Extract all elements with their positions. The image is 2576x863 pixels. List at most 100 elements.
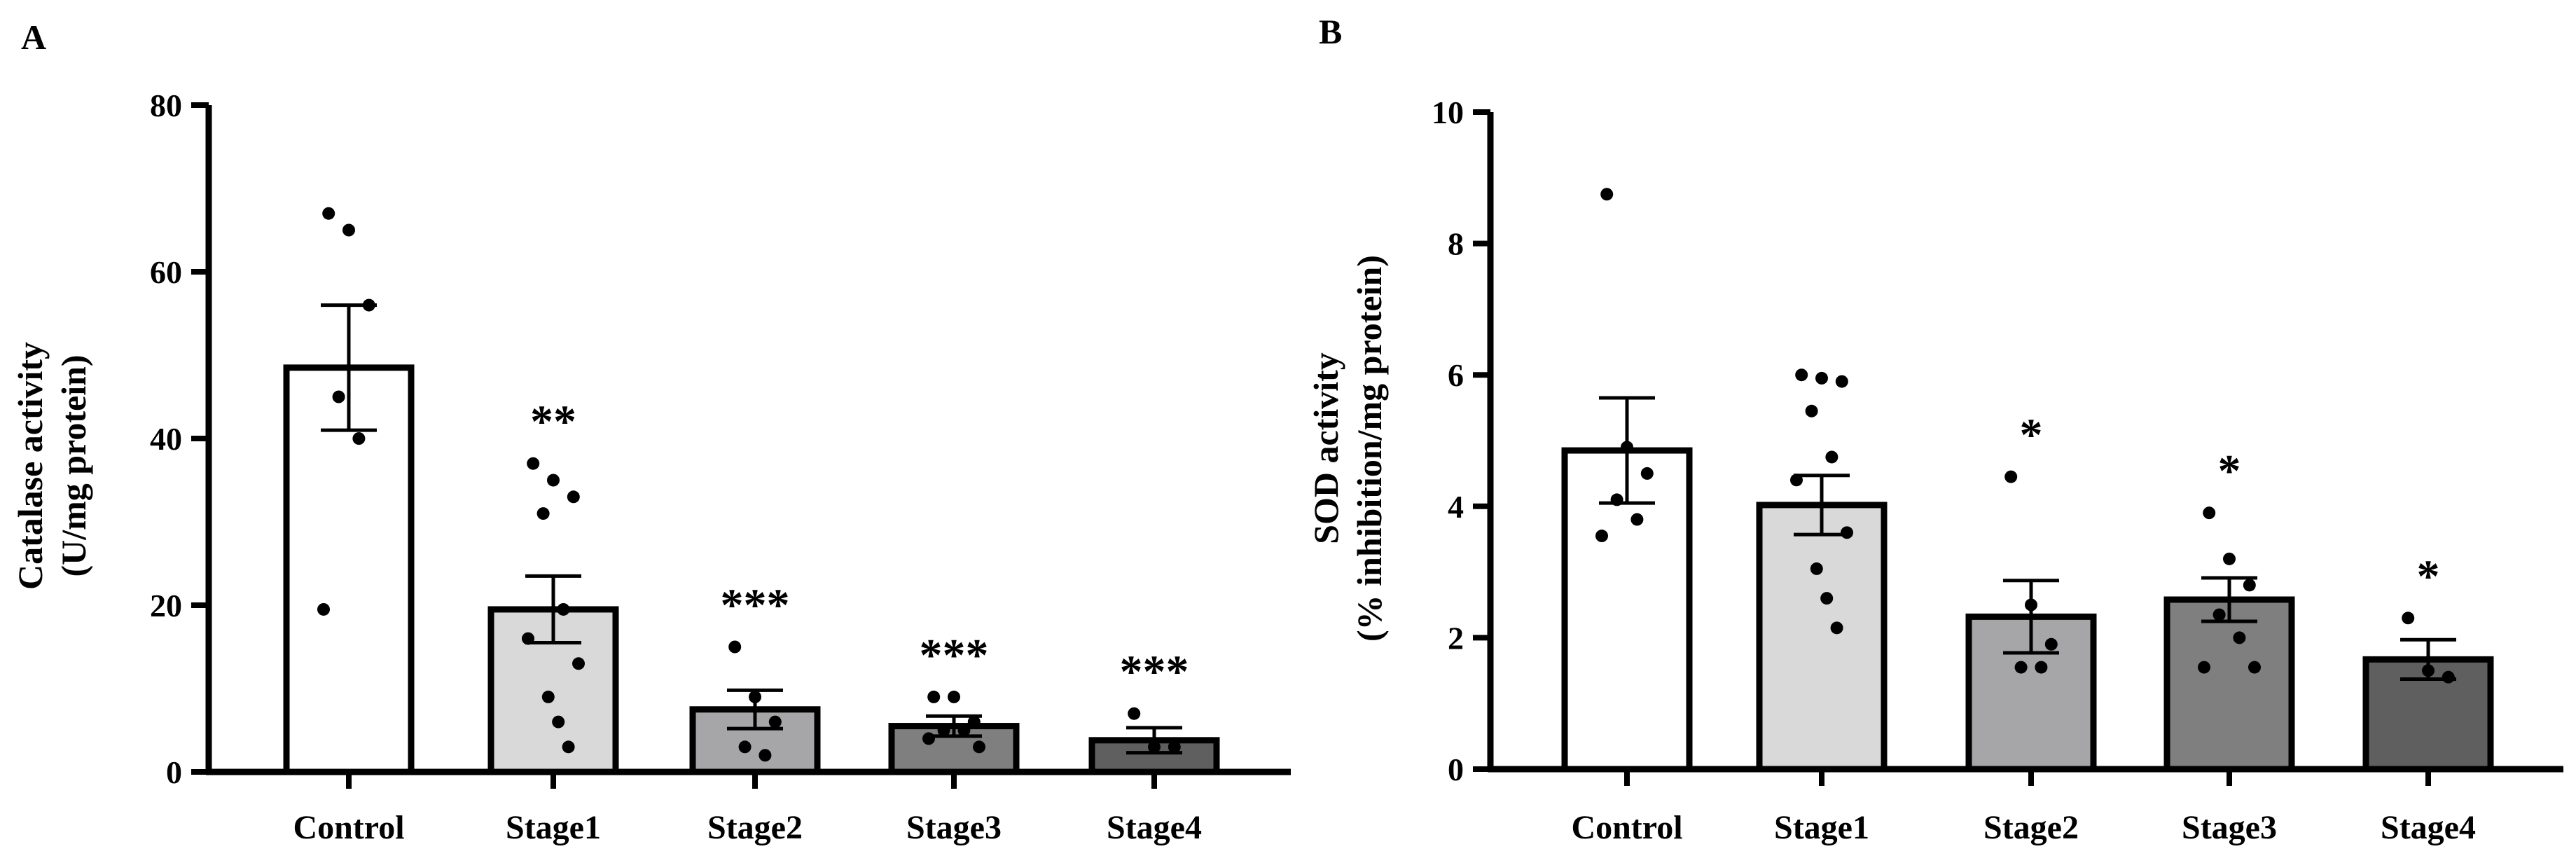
data-point [1621,441,1633,454]
category-label: Stage4 [2381,809,2476,846]
data-point [562,740,575,754]
data-point [1168,740,1181,754]
y-tick-label: 80 [150,88,182,123]
panel-a-plot: 0 20 40 60 80 Control ** Stage1 *** Stage2 *** Stag… [150,88,1291,846]
bar-stage3 [2163,596,2295,773]
data-point [2243,579,2256,592]
bar-stage2 [689,706,821,775]
category-label: Stage1 [506,809,601,846]
data-point [1810,562,1823,575]
data-point [527,457,540,470]
panel-a-label: A [21,18,46,57]
data-point [352,432,366,445]
data-point [1600,188,1614,201]
data-point [1640,467,1654,480]
data-point [1841,526,1853,539]
data-point [1790,474,1803,487]
y-tick-label: 2 [1448,620,1464,656]
data-point [522,632,534,645]
significance-label: *** [1120,647,1189,698]
data-point [1128,707,1141,720]
data-point [1805,404,1818,417]
data-point [2422,664,2435,677]
panel-b: B SOD activity (% inhibition/mg protein)… [1306,12,2563,846]
data-point [1820,592,1834,605]
data-point [2025,598,2037,612]
data-point [362,298,375,312]
data-point [749,690,761,703]
y-tick-label: 4 [1448,489,1464,525]
bar-stage1 [1756,502,1888,773]
significance-label: * [2020,410,2043,461]
data-point [547,474,560,487]
data-point [1148,740,1161,754]
category-label: Stage3 [2182,809,2277,846]
panel-b-ylabel-line1: SOD activity [1306,352,1345,544]
data-point [2004,470,2018,483]
category-label: Control [293,809,404,846]
category-label: Stage3 [906,809,1002,846]
panel-a: A Catalase activity (U/mg protein) 0 20 40… [11,18,1291,846]
y-tick-label: 8 [1448,226,1464,262]
data-point [922,732,935,745]
data-point [572,657,585,670]
category-label: Control [1571,809,1682,846]
data-point [2233,631,2246,644]
bar-control [283,364,415,775]
significance-label: *** [721,580,790,631]
data-point [768,715,782,729]
data-point [322,207,335,220]
data-point [937,724,950,737]
y-tick-label: 6 [1448,357,1464,393]
data-point [738,740,752,754]
data-point [317,602,330,616]
data-point [2442,670,2455,684]
panel-a-ylabel-line1: Catalase activity [11,342,50,590]
panel-b-plot: 0 2 4 6 8 10 Control Stage1 * Stage2 * Stage3 * Stage… [1432,95,2563,846]
data-point [2213,608,2226,621]
data-point [728,640,742,654]
category-label: Stage4 [1107,809,1202,846]
data-point [2035,661,2048,674]
category-label: Stage1 [1774,809,1869,846]
significance-label: *** [920,630,989,681]
data-point [967,715,981,729]
data-point [2044,637,2058,651]
data-point [541,690,555,703]
data-point [2014,661,2028,674]
y-tick-label: 60 [150,254,182,290]
y-tick-label: 40 [150,421,182,457]
data-point [2198,661,2210,674]
data-point [2248,661,2261,674]
data-point [332,390,345,403]
data-point [1795,368,1808,382]
panel-b-label: B [1319,12,1342,51]
data-point [1830,621,1843,635]
y-tick-label: 20 [150,588,182,623]
panel-a-ylabel-line2: (U/mg protein) [54,354,93,577]
data-point [2223,552,2236,565]
significance-label: * [2417,551,2440,602]
panel-b-ylabel-line2: (% inhibition/mg protein) [1350,255,1389,642]
data-point [927,690,941,703]
data-point [342,223,355,237]
y-tick-label: 10 [1432,95,1464,130]
data-point [1835,375,1848,388]
data-point [557,602,570,616]
category-label: Stage2 [1983,809,2079,846]
y-tick-label: 0 [1448,752,1464,787]
data-point [1825,450,1838,464]
y-tick-label: 0 [166,754,182,790]
data-point [1595,530,1608,543]
data-point [2203,506,2216,520]
data-point [1630,513,1644,526]
data-point [973,740,985,754]
data-point [1815,371,1828,385]
significance-label: ** [530,396,576,448]
data-point [536,507,550,520]
data-point [957,724,971,737]
data-point [567,490,580,504]
significance-label: * [2218,446,2241,497]
data-point [2402,612,2415,625]
